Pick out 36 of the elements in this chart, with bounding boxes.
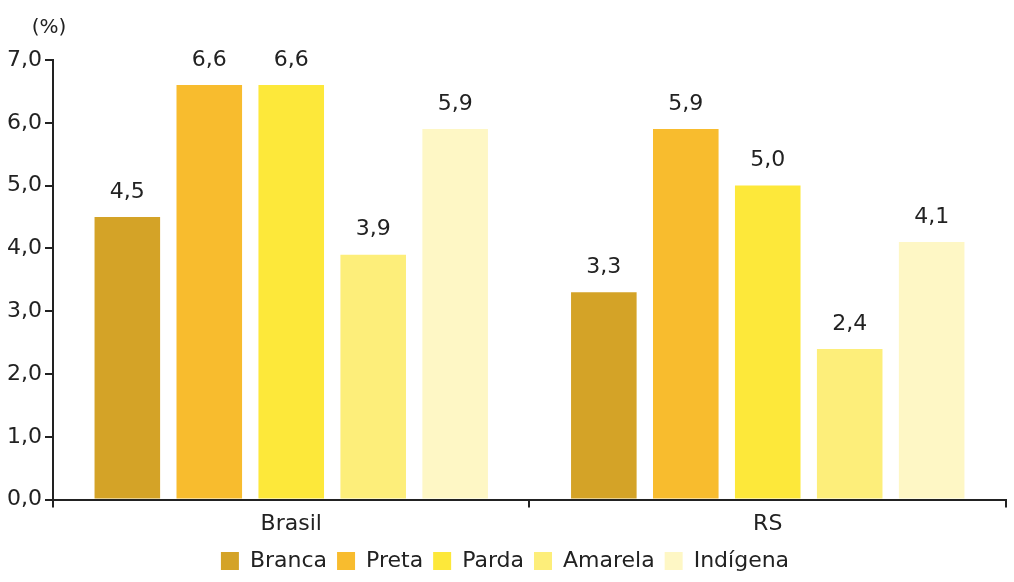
data-label: 3,3 bbox=[586, 253, 622, 279]
data-label: 6,6 bbox=[191, 45, 227, 71]
legend-label: Indígena bbox=[693, 546, 790, 572]
bar bbox=[816, 348, 883, 499]
legend-label: Parda bbox=[462, 546, 525, 572]
data-label: 5,9 bbox=[668, 89, 704, 115]
y-tick-label: 6,0 bbox=[6, 108, 42, 134]
bar bbox=[94, 217, 161, 499]
bar bbox=[571, 292, 637, 499]
y-tick-label: 5,0 bbox=[6, 171, 42, 197]
data-label: 4,1 bbox=[914, 202, 950, 228]
bar bbox=[898, 242, 965, 499]
bar bbox=[653, 129, 719, 499]
data-label: 6,6 bbox=[273, 45, 309, 71]
y-tick-label: 2,0 bbox=[6, 359, 42, 385]
legend-label: Branca bbox=[249, 546, 328, 572]
data-label: 5,9 bbox=[437, 89, 473, 115]
data-label: 4,5 bbox=[109, 177, 145, 203]
data-label: 5,0 bbox=[750, 146, 786, 172]
data-label: 3,9 bbox=[355, 215, 391, 241]
y-axis-title: (%) bbox=[31, 14, 67, 39]
y-tick-label: 3,0 bbox=[6, 296, 42, 322]
legend-label: Amarela bbox=[563, 546, 655, 572]
x-tick-label: Brasil bbox=[260, 509, 322, 535]
bar bbox=[422, 129, 488, 499]
legend-label: Preta bbox=[366, 546, 424, 572]
bar bbox=[176, 85, 243, 499]
bar bbox=[258, 85, 325, 499]
y-tick-label: 1,0 bbox=[6, 422, 42, 448]
bar bbox=[734, 185, 801, 499]
bar bbox=[340, 254, 406, 499]
y-tick-label: 7,0 bbox=[6, 45, 42, 71]
data-label: 2,4 bbox=[832, 309, 868, 335]
x-tick-label: RS bbox=[753, 509, 783, 535]
y-tick-label: 0,0 bbox=[6, 485, 42, 511]
y-tick-label: 4,0 bbox=[6, 234, 42, 260]
